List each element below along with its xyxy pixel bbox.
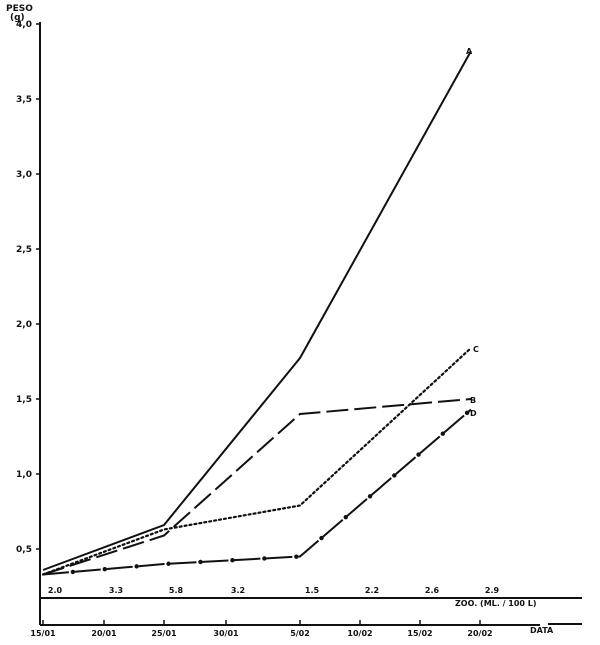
zoo-value: 5.8 [169,586,184,595]
series-lines [41,50,473,576]
x-tick-label: 5/02 [290,629,310,638]
zoo-value: 2.9 [485,586,500,595]
series-line-c [41,346,473,576]
y-tick-label: 0,5 [16,545,32,555]
series-line-a [42,50,472,571]
y-tick-label: 1,5 [16,395,32,405]
series-marker-d [367,494,373,499]
series-line-b [42,398,472,576]
series-marker-d [70,569,76,575]
series-label-d: D [470,409,477,418]
series-marker-d [230,558,235,563]
series-label-b: B [470,396,476,405]
y-tick-label: 2,0 [16,320,32,330]
x-tick-label: 10/02 [347,629,372,638]
series-marker-d [102,566,107,572]
x-tick-label: 20/02 [467,629,492,638]
x-tick-label: 20/01 [91,629,117,638]
series-marker-d [343,514,348,520]
zoo-values: 2.0 3.3 5.8 3.2 1.5 2.2 2.6 2.9 [48,586,500,595]
x-axis-title: DATA [530,626,554,635]
x-tick-label: 15/01 [30,629,56,638]
zoo-value: 2.2 [365,586,379,595]
series-marker-d [198,559,203,565]
series-marker-d [319,535,324,541]
x-tick-label: 15/02 [407,629,432,638]
y-tick-label: 1,0 [16,470,32,480]
series-marker-d [294,554,299,559]
x-tick-label: 25/01 [151,629,177,638]
series-marker-d [134,564,139,569]
series-marker-d [416,452,421,457]
y-axis-title: PESO [6,4,33,14]
y-tick-label: 4,0 [16,20,32,30]
zoo-value: 2.6 [425,586,440,595]
y-tick-label: 3,0 [16,170,32,180]
zoo-value: 2.0 [48,586,63,595]
series-marker-d [440,431,446,436]
series-label-c: C [473,345,479,354]
zoo-axis-title: ZOO. (ML. / 100 L) [455,599,537,608]
series-marker-d [464,410,470,416]
series-line-d [42,408,472,576]
y-tick-label: 3,5 [16,95,32,105]
series-label-a: A [466,47,473,56]
series-marker-d [166,561,171,566]
y-axis-unit: (g) [10,13,25,23]
x-ticks: 15/01 20/01 25/01 30/01 5/02 10/02 15/02 20/02 [30,620,493,638]
y-ticks: 4,0 3,5 3,0 2,5 2,0 1,5 1,0 0,5 [16,20,40,555]
zoo-value: 3.3 [109,586,123,595]
y-tick-label: 2,5 [16,245,32,255]
series-marker-d [262,556,267,561]
x-tick-label: 30/01 [213,629,239,638]
series-marker-d [392,473,397,478]
zoo-value: 1.5 [305,586,320,595]
zoo-value: 3.2 [231,586,245,595]
